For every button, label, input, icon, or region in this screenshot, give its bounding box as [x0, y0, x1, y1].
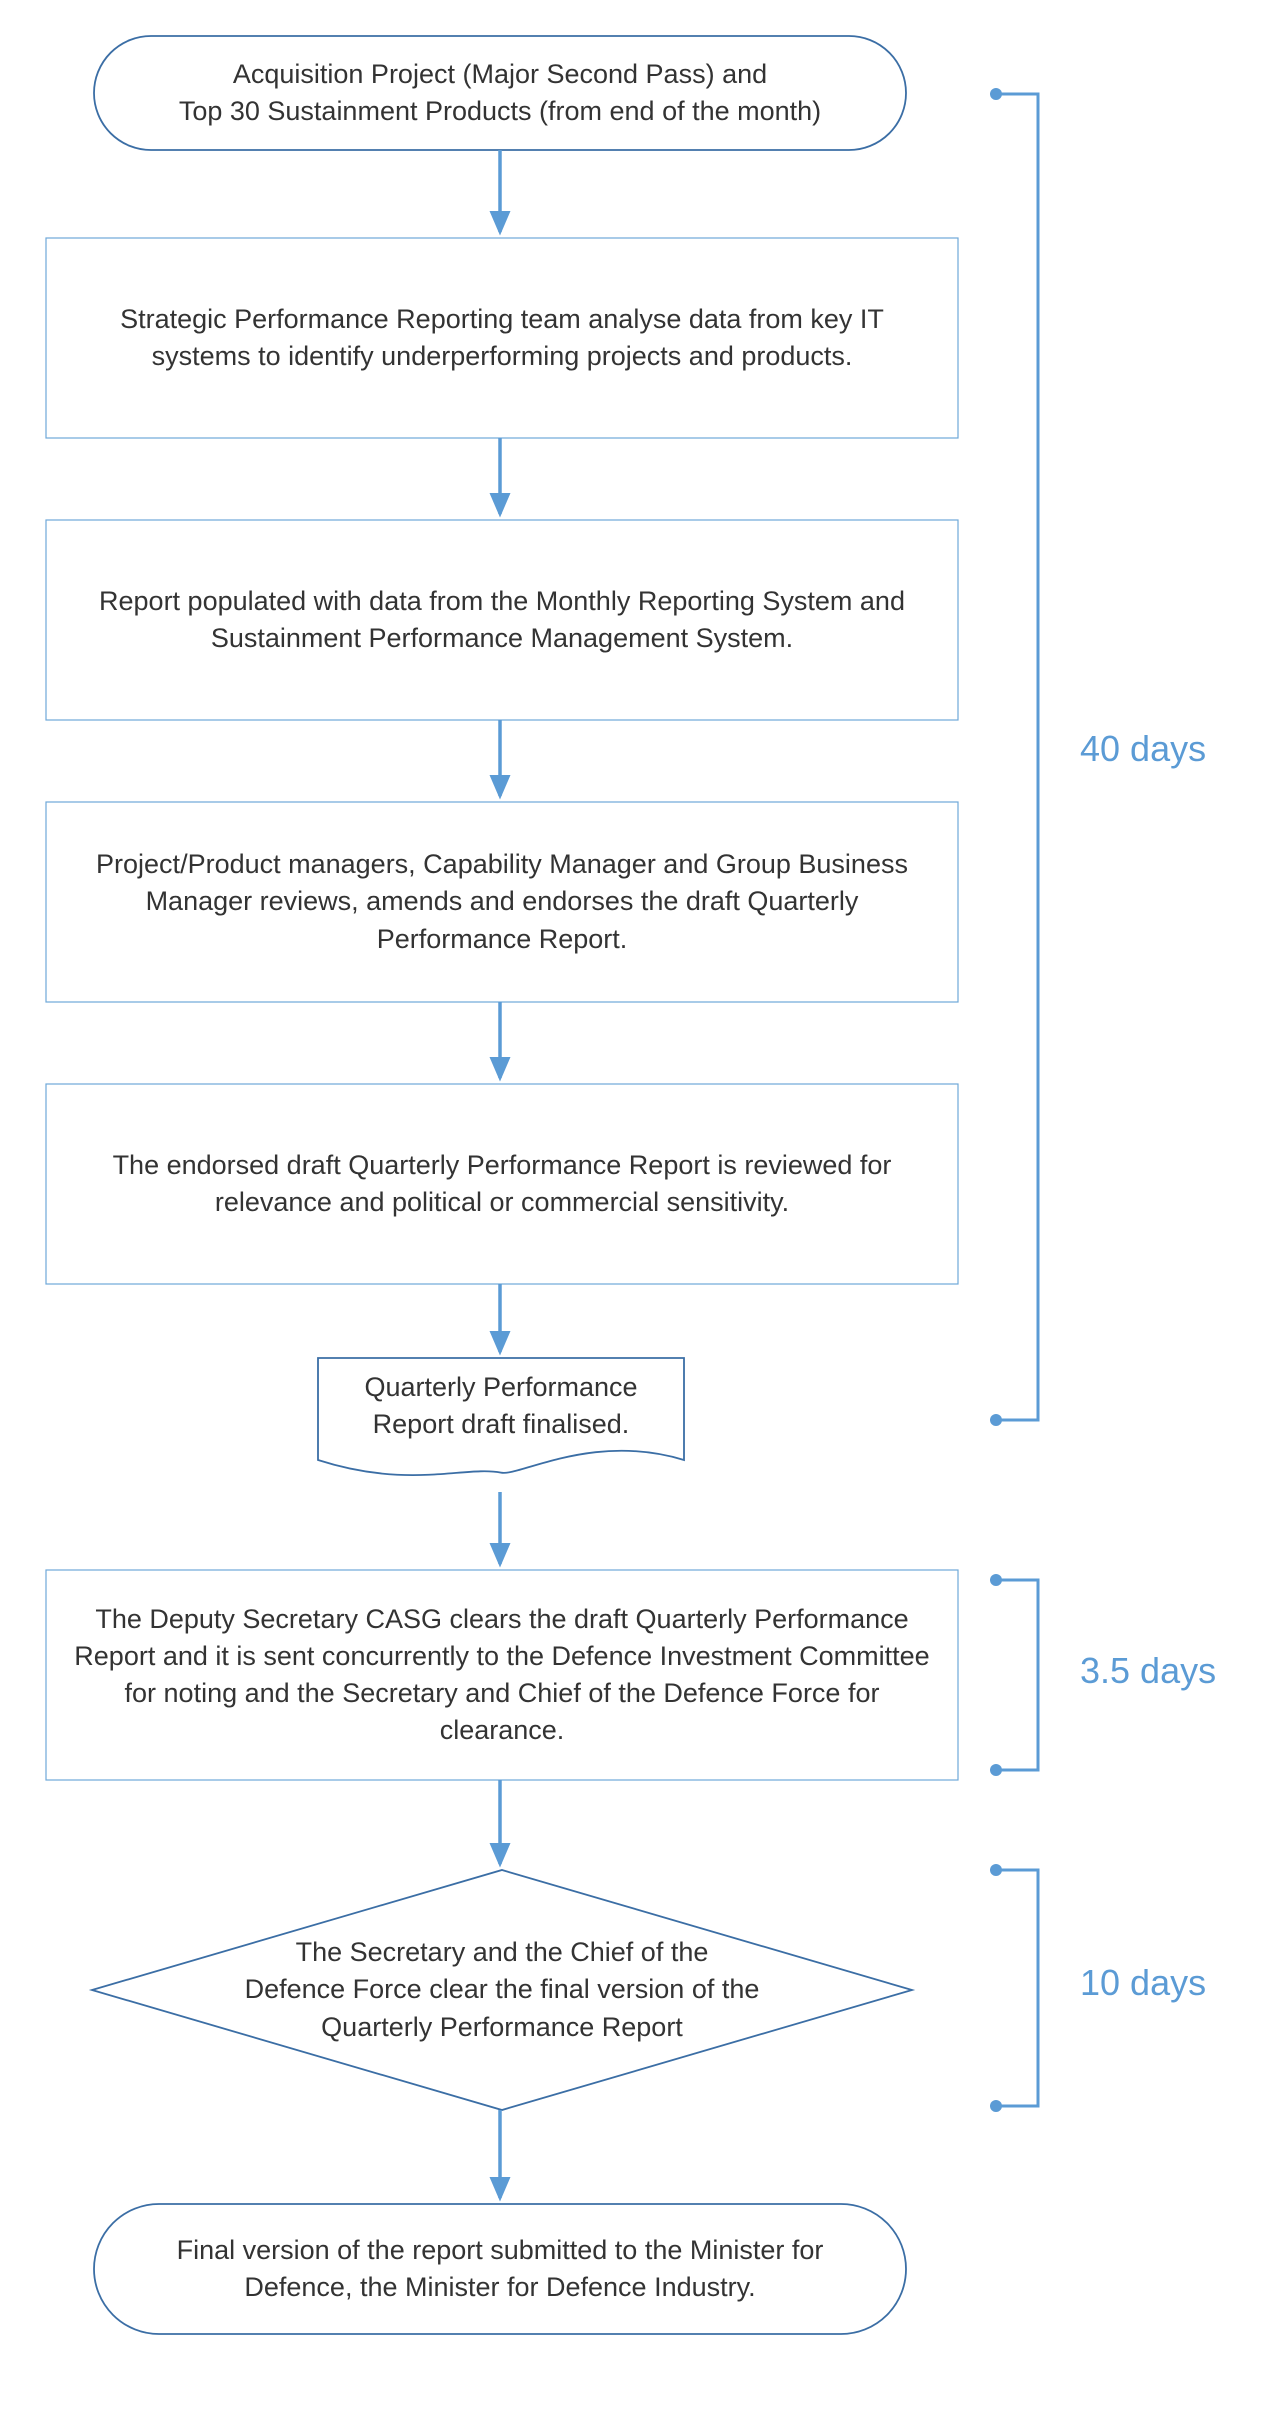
- flow-node-n7: The Deputy Secretary CASG clears the dra…: [46, 1570, 958, 1780]
- flow-node-text: Quarterly PerformanceReport draft finali…: [338, 1369, 664, 1444]
- flow-node-n3: Report populated with data from the Mont…: [46, 520, 958, 720]
- duration-text: 40 days: [1080, 728, 1206, 769]
- flow-node-text: Report populated with data from the Mont…: [70, 583, 934, 658]
- duration-text: 10 days: [1080, 1962, 1206, 2003]
- flow-node-n6: Quarterly PerformanceReport draft finali…: [318, 1358, 684, 1454]
- flow-node-n4: Project/Product managers, Capability Man…: [46, 802, 958, 1002]
- flow-node-n5: The endorsed draft Quarterly Performance…: [46, 1084, 958, 1284]
- flow-node-text: The Deputy Secretary CASG clears the dra…: [70, 1601, 934, 1750]
- flow-node-text: Acquisition Project (Major Second Pass) …: [144, 56, 856, 131]
- duration-label: 10 days: [1080, 1962, 1206, 2004]
- flow-node-n8: The Secretary and the Chief of theDefenc…: [92, 1870, 912, 2110]
- flow-node-text: Project/Product managers, Capability Man…: [70, 846, 934, 958]
- duration-label: 3.5 days: [1080, 1650, 1216, 1692]
- flow-node-text: The endorsed draft Quarterly Performance…: [70, 1147, 934, 1222]
- duration-text: 3.5 days: [1080, 1650, 1216, 1691]
- duration-label: 40 days: [1080, 728, 1206, 770]
- flow-node-n2: Strategic Performance Reporting team ana…: [46, 238, 958, 438]
- flow-node-text: Final version of the report submitted to…: [144, 2232, 856, 2307]
- flow-node-n9: Final version of the report submitted to…: [94, 2204, 906, 2334]
- flow-node-text: Strategic Performance Reporting team ana…: [70, 301, 934, 376]
- flow-node-text: The Secretary and the Chief of theDefenc…: [202, 1934, 802, 2046]
- flow-node-n1: Acquisition Project (Major Second Pass) …: [94, 36, 906, 150]
